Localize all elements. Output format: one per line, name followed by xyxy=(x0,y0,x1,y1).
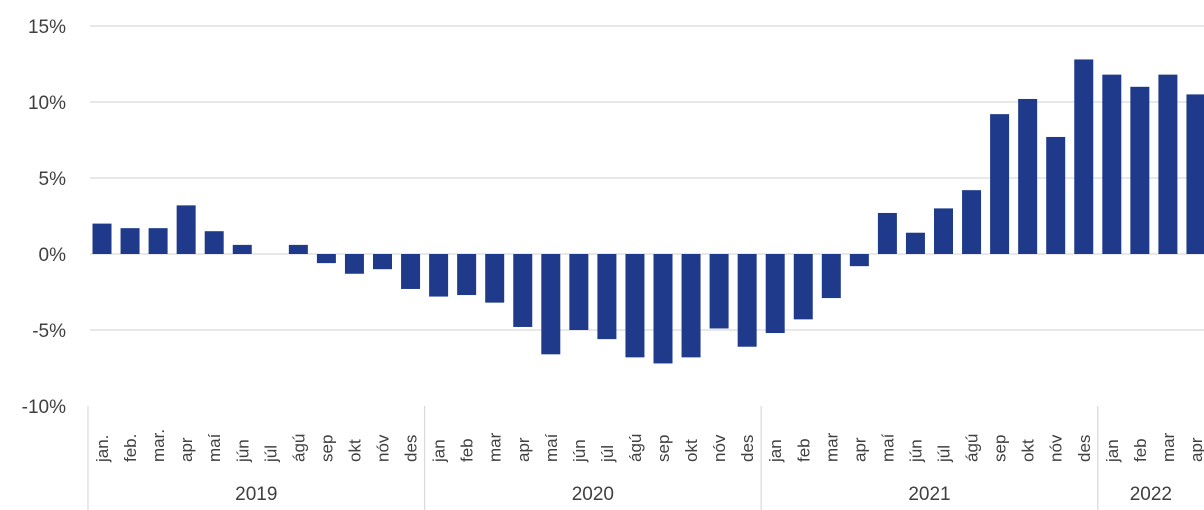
x-tick-label: des xyxy=(1075,435,1094,462)
bar xyxy=(288,244,308,254)
bar xyxy=(1074,59,1094,254)
bar xyxy=(821,254,841,299)
x-tick-label: feb xyxy=(1131,438,1150,462)
bar-series xyxy=(92,59,1204,364)
x-tick-label: maí xyxy=(542,433,561,462)
x-tick-label: mar xyxy=(486,432,505,462)
bar xyxy=(1186,94,1204,255)
year-label: 2021 xyxy=(908,484,950,505)
x-tick-label: feb xyxy=(458,438,477,462)
x-tick-label: mar xyxy=(822,432,841,462)
x-axis: jan. feb. mar. apr maí jún júl ágú sep okt nóv des j… xyxy=(87,406,1204,510)
x-tick-label: nóv xyxy=(374,434,393,462)
bar xyxy=(316,254,336,264)
x-tick-label: maí xyxy=(205,433,224,462)
x-tick-label: des xyxy=(738,435,757,462)
bar xyxy=(232,244,252,254)
bar xyxy=(934,208,953,254)
x-tick-label: nóv xyxy=(1047,434,1066,462)
bar xyxy=(681,254,701,358)
x-tick-label: mar xyxy=(1159,432,1178,462)
y-tick-label: 5% xyxy=(39,169,67,190)
bar xyxy=(569,254,589,330)
y-tick-label: -10% xyxy=(22,397,66,418)
bar xyxy=(653,254,673,364)
x-tick-label: ágú xyxy=(963,434,982,462)
bar xyxy=(765,254,785,334)
bar xyxy=(344,254,364,274)
bar xyxy=(990,114,1010,254)
bar xyxy=(1102,74,1122,254)
x-tick-label: feb xyxy=(794,438,813,462)
bar xyxy=(204,231,224,254)
bar xyxy=(148,228,168,254)
x-tick-label: okt xyxy=(1019,439,1038,462)
x-tick-label: jan xyxy=(430,439,449,463)
year-label: 2020 xyxy=(572,484,614,505)
x-tick-label: maí xyxy=(878,433,897,462)
bar xyxy=(597,254,617,340)
x-tick-label: ágú xyxy=(626,434,645,462)
year-label: 2022 xyxy=(1130,484,1172,505)
x-tick-label: sep xyxy=(654,435,673,462)
bar xyxy=(625,254,645,358)
y-tick-label: 0% xyxy=(39,245,67,266)
bar xyxy=(1158,74,1178,254)
x-tick-label: jún xyxy=(906,439,925,463)
bar xyxy=(737,254,757,347)
bar xyxy=(513,254,533,327)
x-tick-label: nóv xyxy=(710,434,729,462)
bar xyxy=(709,254,729,329)
y-axis: 15% 10% 5% 0% -5% -10% xyxy=(22,17,66,418)
x-tick-label: apr xyxy=(850,437,869,462)
x-tick-label: des xyxy=(402,435,421,462)
x-tick-label: apr xyxy=(514,437,533,462)
y-tick-label: 15% xyxy=(28,17,66,38)
bar xyxy=(373,254,392,270)
bar xyxy=(457,254,477,296)
x-tick-label: ágú xyxy=(289,434,308,462)
x-tick-label: jan. xyxy=(93,435,112,463)
x-tick-label: feb. xyxy=(121,434,140,462)
bar xyxy=(1046,136,1066,254)
bar xyxy=(1130,86,1150,254)
y-tick-label: 10% xyxy=(28,93,66,114)
year-label: 2019 xyxy=(235,484,277,505)
bar xyxy=(429,254,449,297)
x-tick-label: jún xyxy=(233,439,252,463)
x-tick-label: júl xyxy=(261,445,280,463)
x-tick-label: sep xyxy=(991,435,1010,462)
bar xyxy=(401,254,421,289)
x-tick-label: jún xyxy=(570,439,589,463)
y-tick-label: -5% xyxy=(32,321,66,342)
x-tick-label: apr xyxy=(1187,437,1204,462)
x-tick-label: júl xyxy=(935,445,954,463)
x-tick-label: apr xyxy=(177,437,196,462)
bar xyxy=(877,212,897,254)
bar xyxy=(120,228,140,254)
bar xyxy=(905,232,925,254)
bar xyxy=(485,254,505,303)
x-tick-label: okt xyxy=(345,439,364,462)
x-tick-label: okt xyxy=(682,439,701,462)
x-tick-label: júl xyxy=(598,445,617,463)
bar xyxy=(92,223,112,254)
bar xyxy=(962,190,982,254)
x-tick-label: sep xyxy=(317,435,336,462)
x-tick-label: jan xyxy=(1103,439,1122,463)
bar xyxy=(1018,98,1038,255)
bar xyxy=(793,254,813,320)
bar xyxy=(849,254,869,267)
x-tick-label: jan xyxy=(766,439,785,463)
bar xyxy=(541,254,561,355)
bar xyxy=(176,205,196,254)
x-tick-label: mar. xyxy=(149,429,168,462)
